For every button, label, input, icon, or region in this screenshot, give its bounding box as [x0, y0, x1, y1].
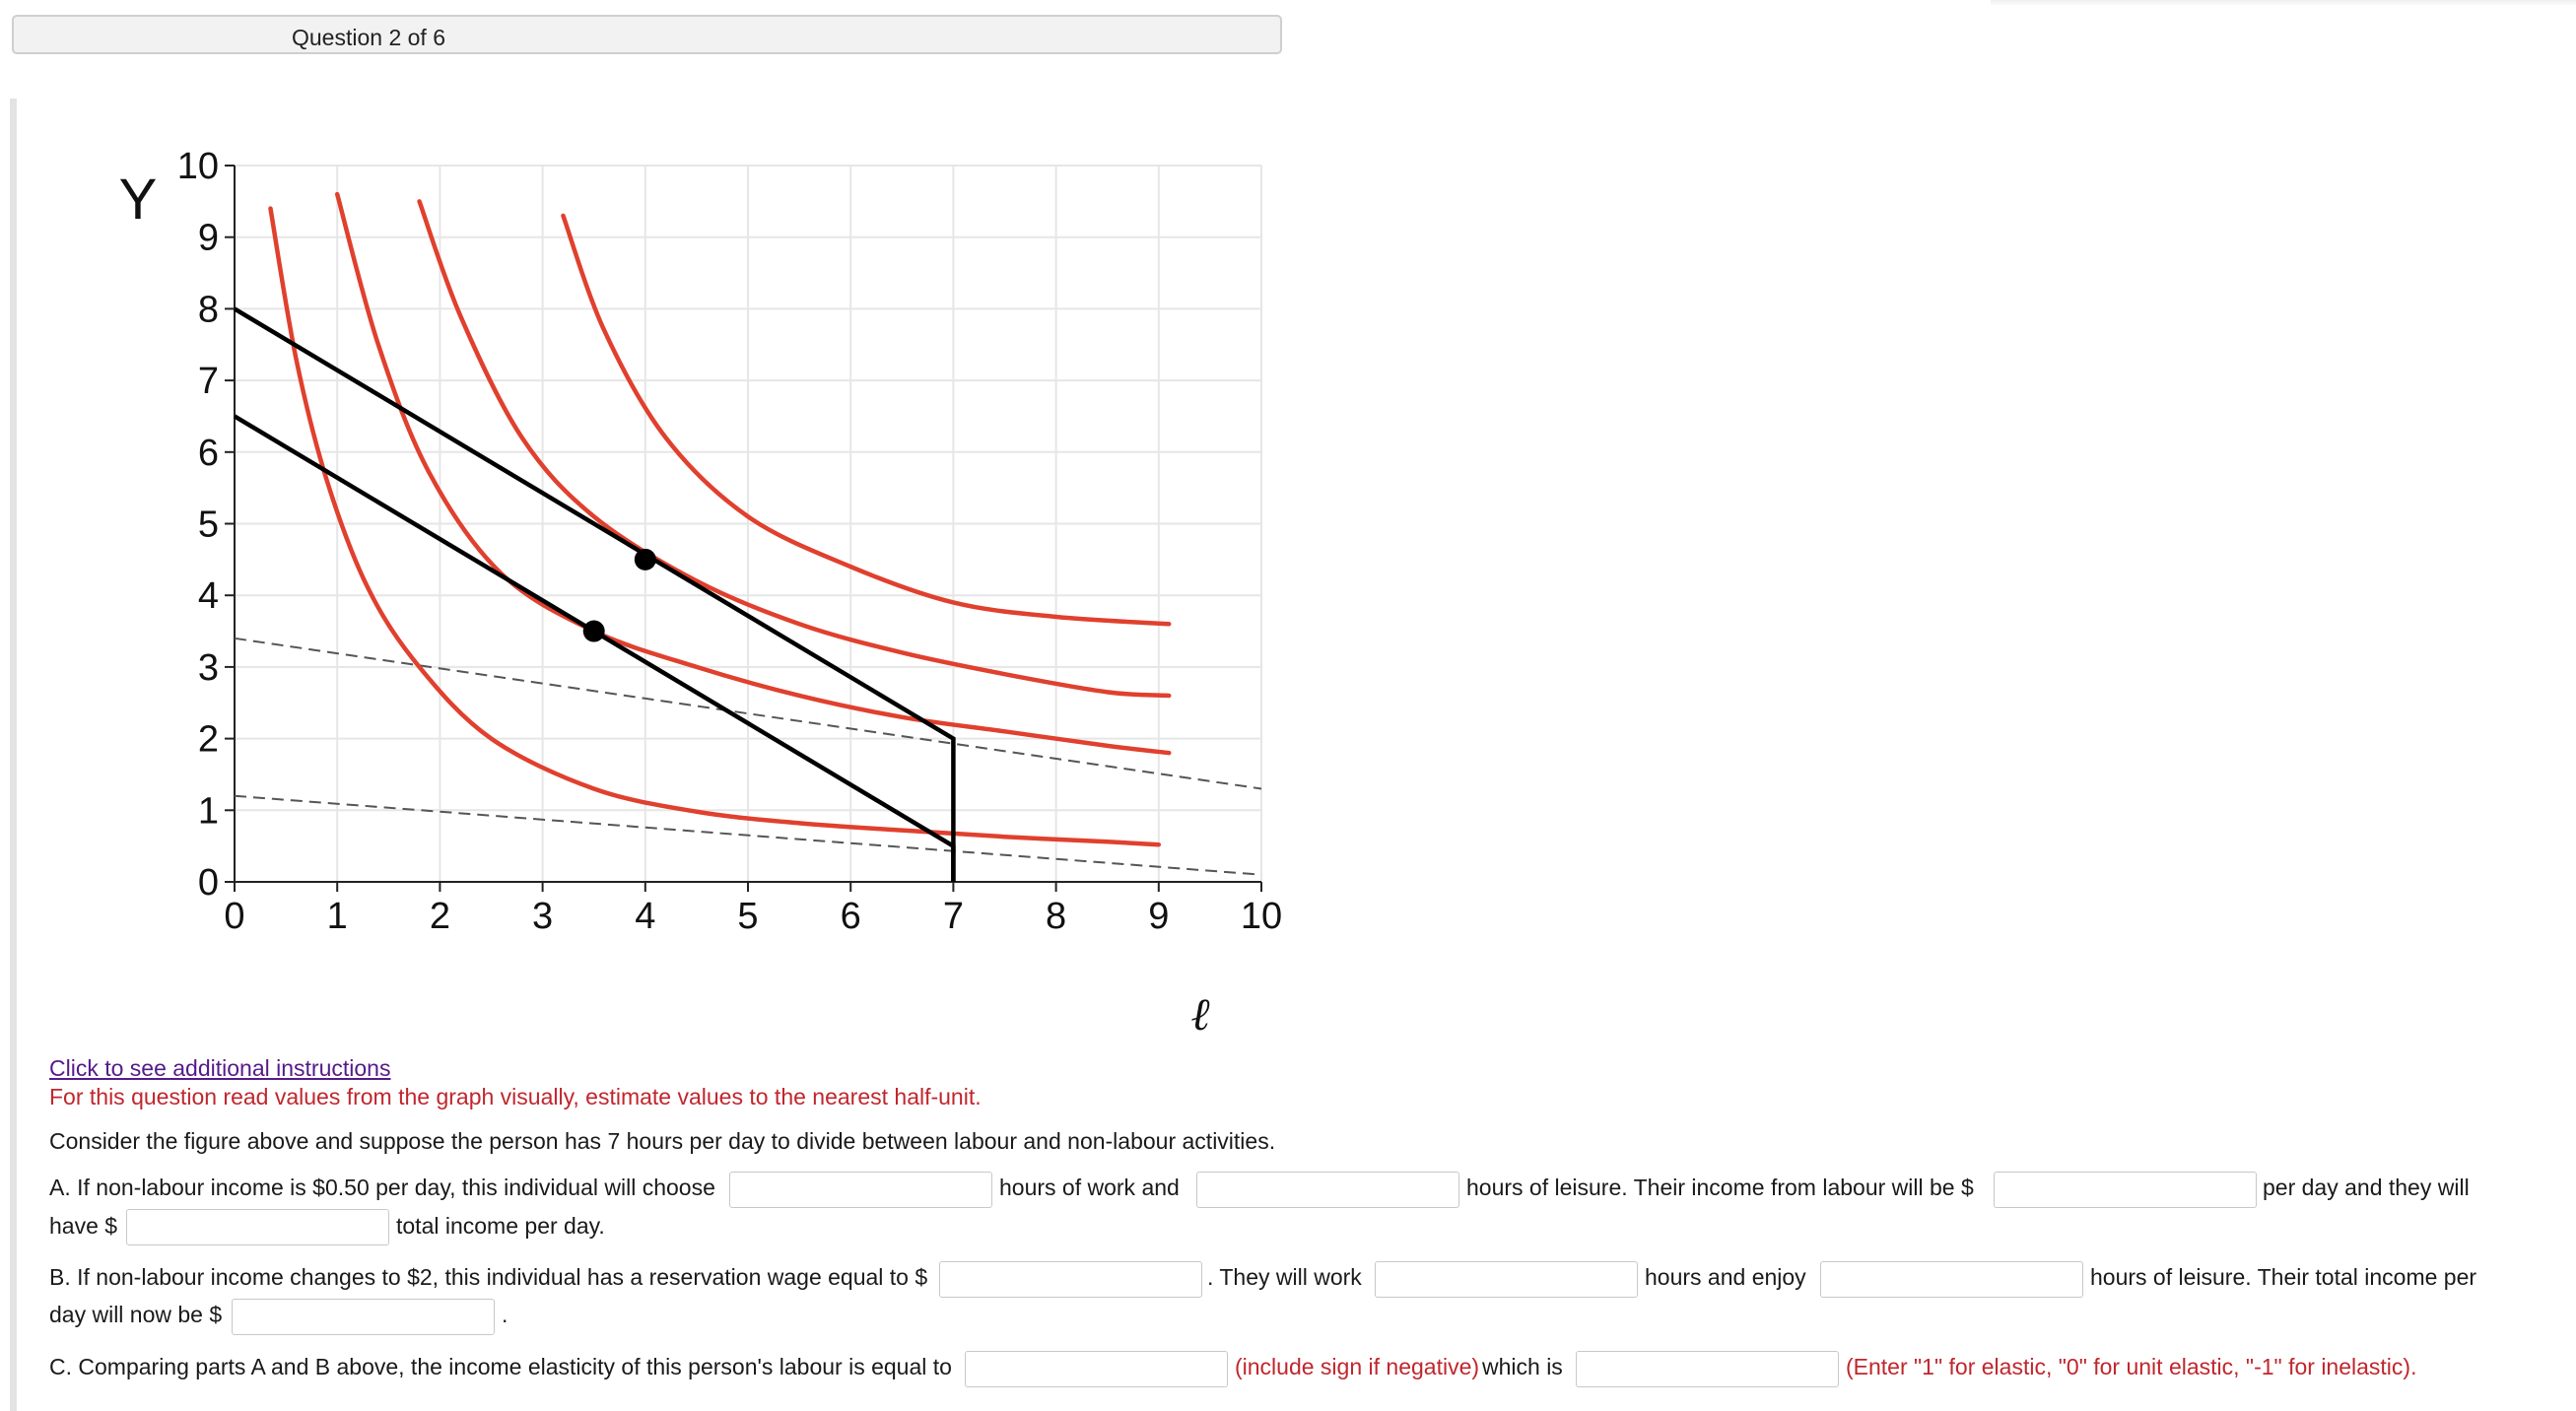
part-b-text-4: hours of leisure. Their total income per	[2090, 1264, 2477, 1290]
left-border	[10, 99, 17, 1411]
plot-lines	[233, 191, 1262, 882]
part-b-text-5: day will now be $	[49, 1302, 223, 1327]
y-tick-label: 5	[198, 504, 219, 546]
x-tick-label: 6	[841, 896, 861, 937]
y-axis-label: Y	[119, 168, 158, 232]
y-tick-label: 7	[198, 361, 219, 402]
x-tick-label: 3	[532, 896, 553, 937]
part-b-work-hours-input[interactable]	[1375, 1261, 1638, 1298]
x-tick-label: 5	[737, 896, 758, 937]
x-tick-label: 0	[224, 896, 244, 937]
part-a-text-4: per day and they will	[2263, 1175, 2470, 1200]
equilibrium-point	[634, 548, 656, 571]
tick-labels: 0 1 2 3 4 5 6 7 8 9 10 0 1 2 3 4 5 6 7 8 9 10	[177, 146, 1282, 937]
question-header: Question 2 of 6	[12, 15, 1282, 54]
y-tick-label: 3	[198, 647, 219, 689]
equilibrium-points	[582, 548, 656, 642]
x-tick-label: 4	[635, 896, 655, 937]
part-b-text-1: B. If non-labour income changes to $2, t…	[49, 1264, 928, 1290]
part-b-text-6: .	[502, 1302, 508, 1327]
part-a-labour-income-input[interactable]	[1994, 1172, 2257, 1208]
part-c-text-3: which is	[1482, 1354, 1563, 1379]
part-a-total-income-input[interactable]	[126, 1209, 389, 1245]
y-tick-label: 8	[198, 289, 219, 330]
labour-leisure-graph: 0 1 2 3 4 5 6 7 8 9 10 0 1 2 3 4 5 6 7 8 9 10 Y ℓ	[119, 146, 1282, 1041]
part-a-work-hours-input[interactable]	[729, 1172, 992, 1208]
x-tick-label: 10	[1241, 896, 1282, 937]
x-tick-label: 7	[943, 896, 964, 937]
y-tick-label: 9	[198, 218, 219, 259]
x-tick-label: 8	[1046, 896, 1066, 937]
y-tick-label: 2	[198, 719, 219, 761]
part-b-text-2: . They will work	[1207, 1264, 1362, 1290]
indifference-curve	[417, 199, 1172, 699]
y-tick-label: 0	[198, 862, 219, 904]
equilibrium-point	[582, 620, 605, 642]
part-a-text-2: hours of work and	[999, 1175, 1180, 1200]
indifference-curve	[561, 213, 1172, 627]
additional-instructions-link[interactable]: Click to see additional instructions	[49, 1055, 391, 1081]
x-tick-label: 2	[430, 896, 450, 937]
dashed-guide-line	[234, 637, 1262, 790]
part-b-reservation-wage-input[interactable]	[939, 1261, 1202, 1298]
part-c-sign-note: (include sign if negative)	[1235, 1354, 1480, 1379]
part-a-leisure-hours-input[interactable]	[1196, 1172, 1459, 1208]
instruction-note: For this question read values from the g…	[49, 1084, 982, 1109]
question-intro: Consider the figure above and suppose th…	[49, 1128, 1276, 1154]
budget-line	[233, 414, 956, 882]
indifference-curve	[334, 191, 1172, 756]
axes	[225, 165, 1262, 892]
y-tick-label: 4	[198, 575, 219, 617]
part-b-total-income-input[interactable]	[232, 1299, 495, 1335]
part-c-elasticity-input[interactable]	[965, 1351, 1228, 1387]
y-tick-label: 10	[177, 146, 219, 187]
indifference-curve	[268, 206, 1162, 847]
part-c-text-1: C. Comparing parts A and B above, the in…	[49, 1354, 952, 1379]
grid-lines	[235, 165, 1262, 882]
x-tick-label: 1	[327, 896, 348, 937]
top-edge-shadow	[1991, 0, 2576, 6]
dashed-guide-line	[234, 794, 1262, 876]
x-axis-label: ℓ	[1190, 987, 1210, 1041]
part-a-text-3: hours of leisure. Their income from labo…	[1466, 1175, 1974, 1200]
part-c-classification-note: (Enter "1" for elastic, "0" for unit ela…	[1846, 1354, 2417, 1379]
y-tick-label: 1	[198, 790, 219, 832]
part-c-classification-input[interactable]	[1576, 1351, 1839, 1387]
question-counter: Question 2 of 6	[292, 25, 445, 50]
y-tick-label: 6	[198, 433, 219, 474]
part-b-text-3: hours and enjoy	[1645, 1264, 1806, 1290]
part-a-text-6: total income per day.	[396, 1213, 605, 1239]
part-b-leisure-hours-input[interactable]	[1820, 1261, 2083, 1298]
x-tick-label: 9	[1148, 896, 1169, 937]
budget-line	[233, 306, 956, 882]
part-a-text-5: have $	[49, 1213, 118, 1239]
part-a-text-1: A. If non-labour income is $0.50 per day…	[49, 1175, 715, 1200]
